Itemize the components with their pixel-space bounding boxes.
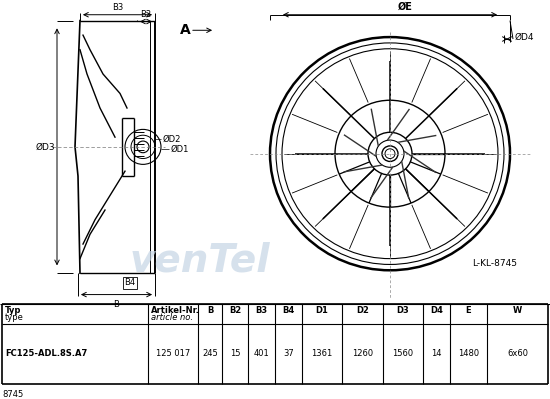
Text: 1361: 1361	[311, 350, 333, 358]
Text: B: B	[113, 300, 119, 309]
Text: 1480: 1480	[458, 350, 479, 358]
Text: B3: B3	[112, 3, 123, 12]
Text: 245: 245	[202, 350, 218, 358]
Text: D2: D2	[356, 306, 369, 315]
Text: 8745: 8745	[2, 390, 23, 399]
Text: B3: B3	[255, 306, 267, 315]
Text: venTel: venTel	[130, 241, 270, 280]
Text: E: E	[466, 306, 471, 315]
Text: B2: B2	[140, 10, 152, 19]
Text: ØD2: ØD2	[163, 134, 182, 144]
Text: 1560: 1560	[393, 350, 414, 358]
Text: FC125-ADL.8S.A7: FC125-ADL.8S.A7	[5, 350, 87, 358]
Text: A: A	[180, 23, 190, 37]
Text: ØD4: ØD4	[515, 33, 535, 41]
Text: 401: 401	[254, 350, 270, 358]
Text: Typ: Typ	[5, 306, 21, 315]
Text: 37: 37	[283, 350, 294, 358]
Text: ØD1: ØD1	[171, 144, 189, 153]
Text: B2: B2	[229, 306, 241, 315]
Text: 14: 14	[431, 350, 442, 358]
Text: 1260: 1260	[352, 350, 373, 358]
Text: 6x60: 6x60	[507, 350, 528, 358]
Text: D3: D3	[397, 306, 409, 315]
Text: B: B	[207, 306, 213, 315]
Text: type: type	[5, 313, 24, 322]
Text: ØE: ØE	[398, 2, 412, 12]
Text: L-KL-8745: L-KL-8745	[472, 259, 517, 268]
Text: W: W	[513, 306, 522, 315]
Text: article no.: article no.	[151, 313, 193, 322]
Text: D4: D4	[430, 306, 443, 315]
Text: D1: D1	[316, 306, 328, 315]
Text: 15: 15	[230, 350, 240, 358]
Text: B4: B4	[282, 306, 295, 315]
Text: ØD3: ØD3	[35, 142, 55, 151]
Text: B4: B4	[124, 279, 135, 287]
Text: 125 017: 125 017	[156, 350, 190, 358]
Text: Artikel-Nr.: Artikel-Nr.	[151, 306, 200, 315]
